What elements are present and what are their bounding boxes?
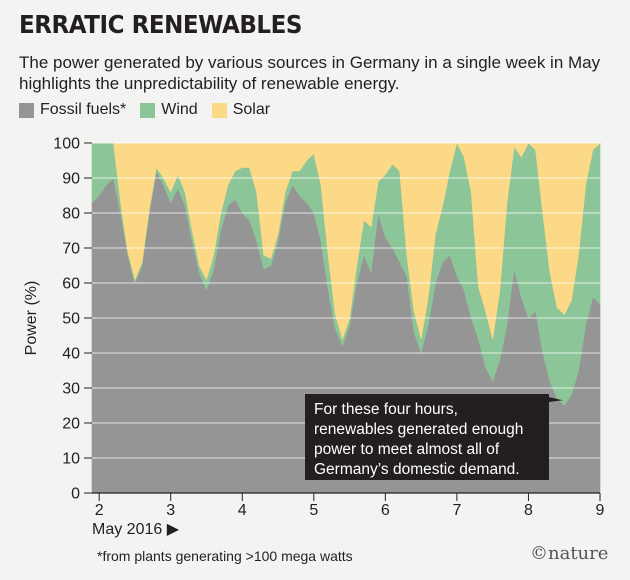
legend-item-wind: Wind — [140, 101, 198, 119]
x-tick-label: 7 — [452, 502, 461, 519]
x-tick-label: 4 — [238, 502, 247, 519]
y-tick-label: 80 — [62, 206, 80, 223]
y-tick-label: 40 — [62, 346, 80, 363]
x-tick-label: 9 — [596, 502, 605, 519]
y-tick-label: 30 — [62, 381, 80, 398]
x-tick-label: 8 — [524, 502, 533, 519]
x-axis-label: May 2016 ▶ — [92, 521, 180, 538]
page-subtitle: The power generated by various sources i… — [19, 53, 601, 93]
footnote: *from plants generating >100 mega watts — [97, 548, 353, 564]
legend-label-solar: Solar — [232, 101, 271, 118]
legend-label-wind: Wind — [161, 101, 198, 118]
y-tick-label: 0 — [71, 486, 80, 503]
y-tick-label: 100 — [53, 136, 80, 153]
legend-item-fossil: Fossil fuels* — [19, 101, 126, 119]
legend-swatch-solar — [211, 102, 227, 118]
legend-swatch-fossil — [19, 102, 34, 118]
legend-swatch-wind — [140, 102, 156, 118]
y-tick-label: 10 — [62, 451, 80, 468]
y-tick-label: 20 — [62, 416, 80, 433]
chart-legend: Fossil fuels* Wind Solar — [19, 101, 284, 119]
y-axis-label: Power (%) — [23, 281, 40, 356]
y-tick-label: 50 — [62, 311, 80, 328]
y-axis: 0 10 20 30 40 50 60 70 80 90 100 — [53, 136, 92, 503]
annotation-line: For these four hours, — [314, 401, 458, 418]
annotation-line: power to meet almost all of — [314, 441, 500, 458]
annotation-line: Germany’s domestic demand. — [314, 461, 520, 478]
page-title: ERRATIC RENEWABLES — [19, 10, 302, 39]
y-tick-label: 70 — [62, 241, 80, 258]
legend-label-fossil: Fossil fuels* — [40, 101, 127, 118]
y-tick-label: 60 — [62, 276, 80, 293]
x-axis: 2 3 4 5 6 7 8 9 — [92, 492, 605, 519]
legend-item-solar: Solar — [211, 101, 271, 119]
annotation-line: renewables generated enough — [314, 421, 523, 438]
x-tick-label: 6 — [381, 502, 390, 519]
annotation: For these four hours, renewables generate… — [305, 394, 563, 480]
x-tick-label: 5 — [309, 502, 318, 519]
x-tick-label: 2 — [95, 502, 104, 519]
nature-logo: ©nature — [530, 543, 609, 564]
y-tick-label: 90 — [62, 171, 80, 188]
annotation-box — [305, 394, 549, 480]
x-tick-label: 3 — [166, 502, 175, 519]
